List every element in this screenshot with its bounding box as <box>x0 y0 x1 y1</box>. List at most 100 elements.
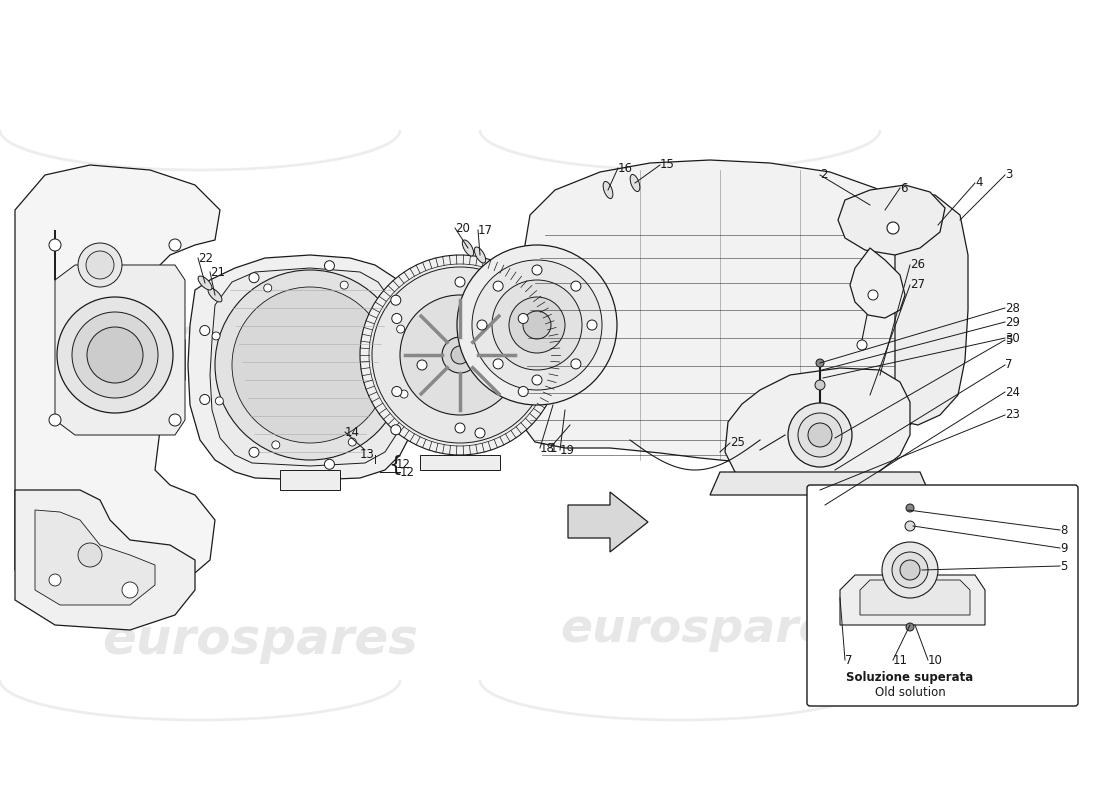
Circle shape <box>477 320 487 330</box>
Circle shape <box>200 394 210 405</box>
Circle shape <box>522 311 551 339</box>
Circle shape <box>571 281 581 291</box>
Circle shape <box>72 312 158 398</box>
Text: Old solution: Old solution <box>874 686 945 698</box>
Circle shape <box>340 281 349 289</box>
Ellipse shape <box>208 288 222 302</box>
Text: 26: 26 <box>910 258 925 271</box>
Circle shape <box>900 560 920 580</box>
Polygon shape <box>420 455 500 470</box>
Text: 14: 14 <box>345 426 360 438</box>
Text: 7: 7 <box>1005 358 1012 371</box>
FancyBboxPatch shape <box>807 485 1078 706</box>
Polygon shape <box>838 185 945 255</box>
Circle shape <box>212 332 220 340</box>
Circle shape <box>905 521 915 531</box>
Polygon shape <box>710 472 930 495</box>
Circle shape <box>455 423 465 433</box>
Text: 28: 28 <box>1005 302 1020 314</box>
Circle shape <box>456 245 617 405</box>
Text: 30: 30 <box>1005 331 1020 345</box>
Circle shape <box>249 273 258 282</box>
Circle shape <box>86 251 114 279</box>
Circle shape <box>887 222 899 234</box>
Circle shape <box>892 552 928 588</box>
Circle shape <box>397 325 405 333</box>
Circle shape <box>324 261 334 270</box>
Circle shape <box>400 295 520 415</box>
Text: 10: 10 <box>928 654 943 666</box>
Circle shape <box>882 542 938 598</box>
Text: {: { <box>388 455 403 475</box>
Text: 13: 13 <box>360 449 375 462</box>
Circle shape <box>390 425 400 434</box>
Text: Soluzione superata: Soluzione superata <box>846 671 974 685</box>
Polygon shape <box>188 255 418 480</box>
Circle shape <box>815 380 825 390</box>
Polygon shape <box>840 575 984 625</box>
Circle shape <box>78 543 102 567</box>
Text: 24: 24 <box>1005 386 1020 398</box>
Text: 4: 4 <box>975 177 982 190</box>
Polygon shape <box>568 492 648 552</box>
Circle shape <box>400 390 408 398</box>
Polygon shape <box>895 195 968 425</box>
Text: 2: 2 <box>820 169 827 182</box>
Circle shape <box>475 428 485 438</box>
Text: 17: 17 <box>478 223 493 237</box>
Circle shape <box>455 277 465 287</box>
Circle shape <box>57 297 173 413</box>
Polygon shape <box>280 470 340 490</box>
Circle shape <box>532 375 542 385</box>
Circle shape <box>493 281 503 291</box>
Circle shape <box>360 255 560 455</box>
Polygon shape <box>55 230 185 435</box>
Circle shape <box>368 264 551 446</box>
Text: 5: 5 <box>1060 559 1067 573</box>
Circle shape <box>50 239 60 251</box>
Text: 27: 27 <box>910 278 925 291</box>
Ellipse shape <box>603 182 613 198</box>
Text: 25: 25 <box>730 437 745 450</box>
Circle shape <box>788 403 853 467</box>
Text: 9: 9 <box>1060 542 1067 554</box>
Text: 15: 15 <box>660 158 675 171</box>
Circle shape <box>472 260 602 390</box>
Text: 6: 6 <box>900 182 908 194</box>
Circle shape <box>417 360 427 370</box>
Circle shape <box>214 270 405 460</box>
Text: 11: 11 <box>893 654 907 666</box>
Text: 16: 16 <box>618 162 632 174</box>
Circle shape <box>816 359 824 367</box>
Circle shape <box>122 582 138 598</box>
Polygon shape <box>15 165 220 610</box>
Circle shape <box>372 267 548 443</box>
Text: 19: 19 <box>560 443 575 457</box>
Text: 18: 18 <box>540 442 554 454</box>
Circle shape <box>392 386 402 397</box>
Text: 20: 20 <box>455 222 470 234</box>
Polygon shape <box>850 248 905 318</box>
Circle shape <box>906 623 914 631</box>
Text: 23: 23 <box>1005 409 1020 422</box>
Ellipse shape <box>462 240 474 256</box>
Circle shape <box>868 290 878 300</box>
Circle shape <box>200 326 210 335</box>
Text: eurospares: eurospares <box>561 207 859 253</box>
Circle shape <box>798 413 842 457</box>
Text: 21: 21 <box>210 266 225 278</box>
Circle shape <box>324 459 334 470</box>
Polygon shape <box>510 160 940 465</box>
Circle shape <box>906 504 914 512</box>
Circle shape <box>169 239 182 251</box>
Circle shape <box>169 414 182 426</box>
Polygon shape <box>210 268 403 466</box>
Circle shape <box>493 359 503 369</box>
Polygon shape <box>15 490 195 630</box>
Ellipse shape <box>474 247 486 263</box>
Polygon shape <box>725 368 910 492</box>
Circle shape <box>825 528 835 538</box>
Circle shape <box>532 265 542 275</box>
Polygon shape <box>860 580 970 615</box>
Text: 29: 29 <box>1005 315 1020 329</box>
